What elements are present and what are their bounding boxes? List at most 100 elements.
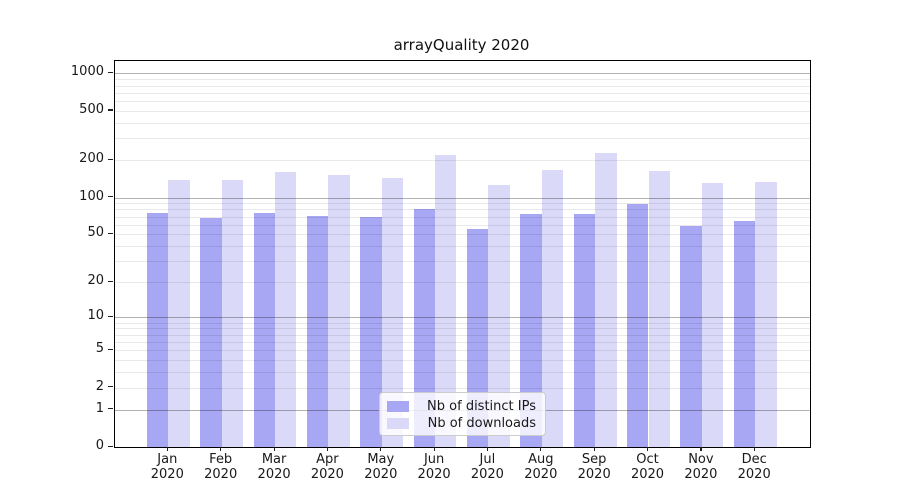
y-tick-label-100: 100 [79, 188, 104, 204]
gridline-minor-80 [115, 209, 810, 211]
gridline-minor-8 [115, 328, 810, 330]
y-tick-mark-1 [108, 408, 113, 410]
bar-distinct-ips-apr [307, 215, 329, 447]
gridline-minor-6 [115, 341, 810, 343]
y-tick-mark-500 [108, 109, 113, 111]
x-tick-label-dec: Dec 2020 [737, 452, 771, 482]
bar-distinct-ips-mar [253, 212, 276, 447]
bar-distinct-ips-jun [413, 208, 436, 447]
y-tick-mark-2 [108, 386, 113, 388]
x-tick-label-oct: Oct 2020 [630, 452, 665, 482]
gridline-minor-4 [115, 360, 810, 361]
gridline-minor-700 [115, 92, 810, 94]
chart-title: arrayQuality 2020 [393, 36, 530, 54]
y-tick-mark-200 [108, 158, 113, 160]
x-tick-mark-nov [700, 446, 702, 451]
bar-downloads-mar [275, 172, 297, 447]
bar-distinct-ips-aug [520, 213, 542, 447]
bar-downloads-feb [221, 179, 244, 447]
legend-item-distinct-ips: Nb of distinct IPs [387, 398, 536, 414]
gridline-minor-3 [115, 372, 810, 373]
gridline-minor-60 [115, 224, 810, 226]
x-tick-mark-jul [486, 446, 489, 451]
x-tick-label-mar: Mar 2020 [257, 452, 291, 482]
gridline-minor-7 [115, 334, 810, 336]
bar-downloads-jun [435, 155, 457, 447]
gridline-minor-600 [115, 101, 810, 102]
bar-downloads-may [381, 177, 404, 447]
bar-distinct-ips-jan [146, 212, 169, 447]
gridline-minor-30 [115, 261, 810, 263]
gridline-minor-800 [115, 85, 810, 87]
x-tick-label-nov: Nov 2020 [684, 452, 718, 482]
bar-downloads-sep [595, 152, 617, 447]
y-tick-label-50: 50 [87, 225, 104, 241]
y-tick-mark-10 [108, 315, 113, 317]
bar-downloads-aug [541, 169, 564, 447]
bar-distinct-ips-oct [627, 203, 649, 447]
gridline-minor-200 [115, 160, 810, 162]
bar-downloads-nov [701, 183, 724, 447]
y-tick-mark-20 [108, 280, 113, 283]
x-tick-label-feb: Feb 2020 [204, 452, 238, 482]
gridline-minor-300 [115, 138, 810, 140]
x-tick-mark-may [380, 446, 382, 451]
bar-downloads-oct [648, 171, 670, 447]
y-tick-label-20: 20 [87, 273, 104, 289]
legend: Nb of distinct IPs Nb of downloads [379, 392, 546, 436]
y-tick-label-500: 500 [79, 101, 104, 117]
gridline-major-10 [115, 317, 810, 319]
y-tick-mark-0 [108, 445, 113, 447]
bar-distinct-ips-dec [733, 221, 756, 447]
x-tick-mark-jun [433, 446, 435, 451]
y-tick-label-2: 2 [95, 378, 104, 394]
legend-swatch-distinct-ips [387, 400, 409, 412]
legend-label-distinct-ips: Nb of distinct IPs [427, 398, 536, 414]
x-tick-label-jan: Jan 2020 [150, 452, 184, 482]
x-tick-mark-dec [753, 446, 755, 451]
plot-area [114, 60, 811, 448]
x-tick-label-may: May 2020 [364, 452, 398, 482]
bar-distinct-ips-feb [200, 218, 222, 447]
bar-distinct-ips-sep [573, 213, 596, 447]
gridline-minor-500 [115, 110, 810, 112]
gridline-minor-9 [115, 322, 810, 324]
gridline-minor-5 [115, 350, 810, 352]
bar-downloads-dec [755, 181, 777, 447]
y-tick-mark-1000 [108, 71, 113, 74]
gridline-major-1000 [115, 73, 810, 75]
gridline-minor-40 [115, 246, 810, 248]
y-tick-label-200: 200 [79, 151, 104, 167]
gridline-minor-900 [115, 79, 810, 81]
legend-label-downloads: Nb of downloads [427, 415, 536, 431]
legend-item-downloads: Nb of downloads [387, 415, 536, 431]
gridline-minor-400 [115, 122, 810, 124]
bar-distinct-ips-may [360, 216, 382, 447]
y-tick-label-5: 5 [95, 341, 104, 357]
x-tick-mark-jan [166, 446, 168, 451]
y-tick-label-1000: 1000 [70, 64, 104, 80]
gridline-minor-50 [115, 234, 810, 236]
y-tick-mark-100 [108, 196, 113, 198]
gridline-major-100 [115, 197, 810, 199]
y-tick-label-1: 1 [95, 400, 104, 416]
bar-downloads-jul [488, 184, 510, 447]
gridline-minor-2 [115, 387, 810, 389]
gridline-minor-20 [115, 282, 810, 284]
y-tick-mark-50 [108, 232, 113, 235]
x-tick-label-aug: Aug 2020 [524, 452, 558, 482]
y-tick-label-10: 10 [87, 308, 104, 324]
y-tick-mark-5 [108, 348, 113, 350]
y-tick-label-0: 0 [95, 438, 104, 453]
gridline-minor-90 [115, 203, 810, 205]
x-tick-label-jul: Jul 2020 [470, 452, 504, 482]
bar-downloads-jan [168, 179, 190, 447]
x-tick-label-jun: Jun 2020 [417, 452, 451, 482]
gridline-minor-70 [115, 216, 810, 218]
x-tick-mark-sep [593, 446, 595, 451]
x-tick-label-apr: Apr 2020 [310, 452, 344, 482]
bar-distinct-ips-nov [680, 225, 702, 447]
x-tick-mark-mar [273, 446, 275, 451]
x-tick-mark-aug [540, 446, 542, 451]
